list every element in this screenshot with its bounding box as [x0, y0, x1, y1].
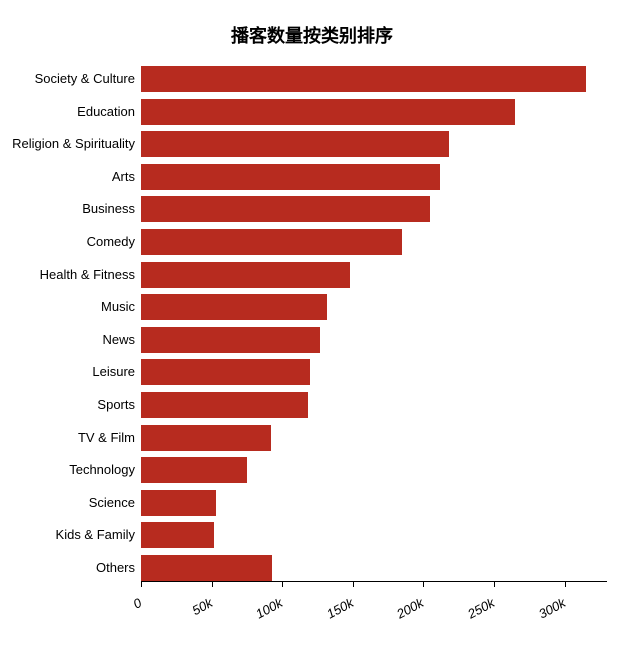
- x-tick-label: 0: [131, 595, 144, 612]
- bar: [141, 490, 216, 516]
- x-tick: [141, 581, 142, 587]
- x-tick: [353, 581, 354, 587]
- bar-row: Business: [0, 196, 624, 222]
- x-tick-label: 100k: [253, 595, 285, 621]
- category-label: News: [0, 327, 135, 353]
- bar-row: Education: [0, 99, 624, 125]
- bar-row: Music: [0, 294, 624, 320]
- plot-area: Society & Culture Education Religion & Spi…: [0, 66, 624, 648]
- x-tick-label: 250k: [465, 595, 497, 621]
- category-label: Music: [0, 294, 135, 320]
- category-label: TV & Film: [0, 425, 135, 451]
- bar-row: Technology: [0, 457, 624, 483]
- x-tick: [565, 581, 566, 587]
- bar: [141, 262, 350, 288]
- bar: [141, 555, 272, 581]
- x-tick-label: 50k: [189, 595, 215, 618]
- x-tick: [282, 581, 283, 587]
- bar: [141, 229, 402, 255]
- bar-row: Comedy: [0, 229, 624, 255]
- category-label: Arts: [0, 164, 135, 190]
- chart-container: 播客数量按类别排序 Society & Culture Education Reli…: [0, 0, 624, 627]
- category-label: Leisure: [0, 359, 135, 385]
- category-label: Education: [0, 99, 135, 125]
- bar-row: Others: [0, 555, 624, 581]
- category-label: Others: [0, 555, 135, 581]
- x-tick-label: 150k: [324, 595, 356, 621]
- bar-row: Sports: [0, 392, 624, 418]
- x-tick: [494, 581, 495, 587]
- bar: [141, 522, 214, 548]
- bar-row: Religion & Spirituality: [0, 131, 624, 157]
- category-label: Sports: [0, 392, 135, 418]
- category-label: Technology: [0, 457, 135, 483]
- bar: [141, 327, 320, 353]
- bar-row: Arts: [0, 164, 624, 190]
- bar-row: News: [0, 327, 624, 353]
- bar: [141, 164, 440, 190]
- category-label: Science: [0, 490, 135, 516]
- bar-row: Society & Culture: [0, 66, 624, 92]
- category-label: Comedy: [0, 229, 135, 255]
- bar: [141, 131, 449, 157]
- x-tick-label: 200k: [395, 595, 427, 621]
- bar: [141, 66, 586, 92]
- bar: [141, 99, 515, 125]
- bar: [141, 196, 430, 222]
- bar: [141, 294, 327, 320]
- x-tick-label: 300k: [536, 595, 568, 621]
- x-tick: [212, 581, 213, 587]
- bar-row: Health & Fitness: [0, 262, 624, 288]
- bar: [141, 425, 271, 451]
- category-label: Business: [0, 196, 135, 222]
- category-label: Religion & Spirituality: [0, 131, 135, 157]
- bar-row: Leisure: [0, 359, 624, 385]
- bar-row: TV & Film: [0, 425, 624, 451]
- category-label: Society & Culture: [0, 66, 135, 92]
- category-label: Health & Fitness: [0, 262, 135, 288]
- chart-title: 播客数量按类别排序: [0, 22, 624, 48]
- bar-row: Science: [0, 490, 624, 516]
- category-label: Kids & Family: [0, 522, 135, 548]
- bar: [141, 392, 308, 418]
- bar-row: Kids & Family: [0, 522, 624, 548]
- x-tick: [423, 581, 424, 587]
- bar: [141, 359, 310, 385]
- bar: [141, 457, 247, 483]
